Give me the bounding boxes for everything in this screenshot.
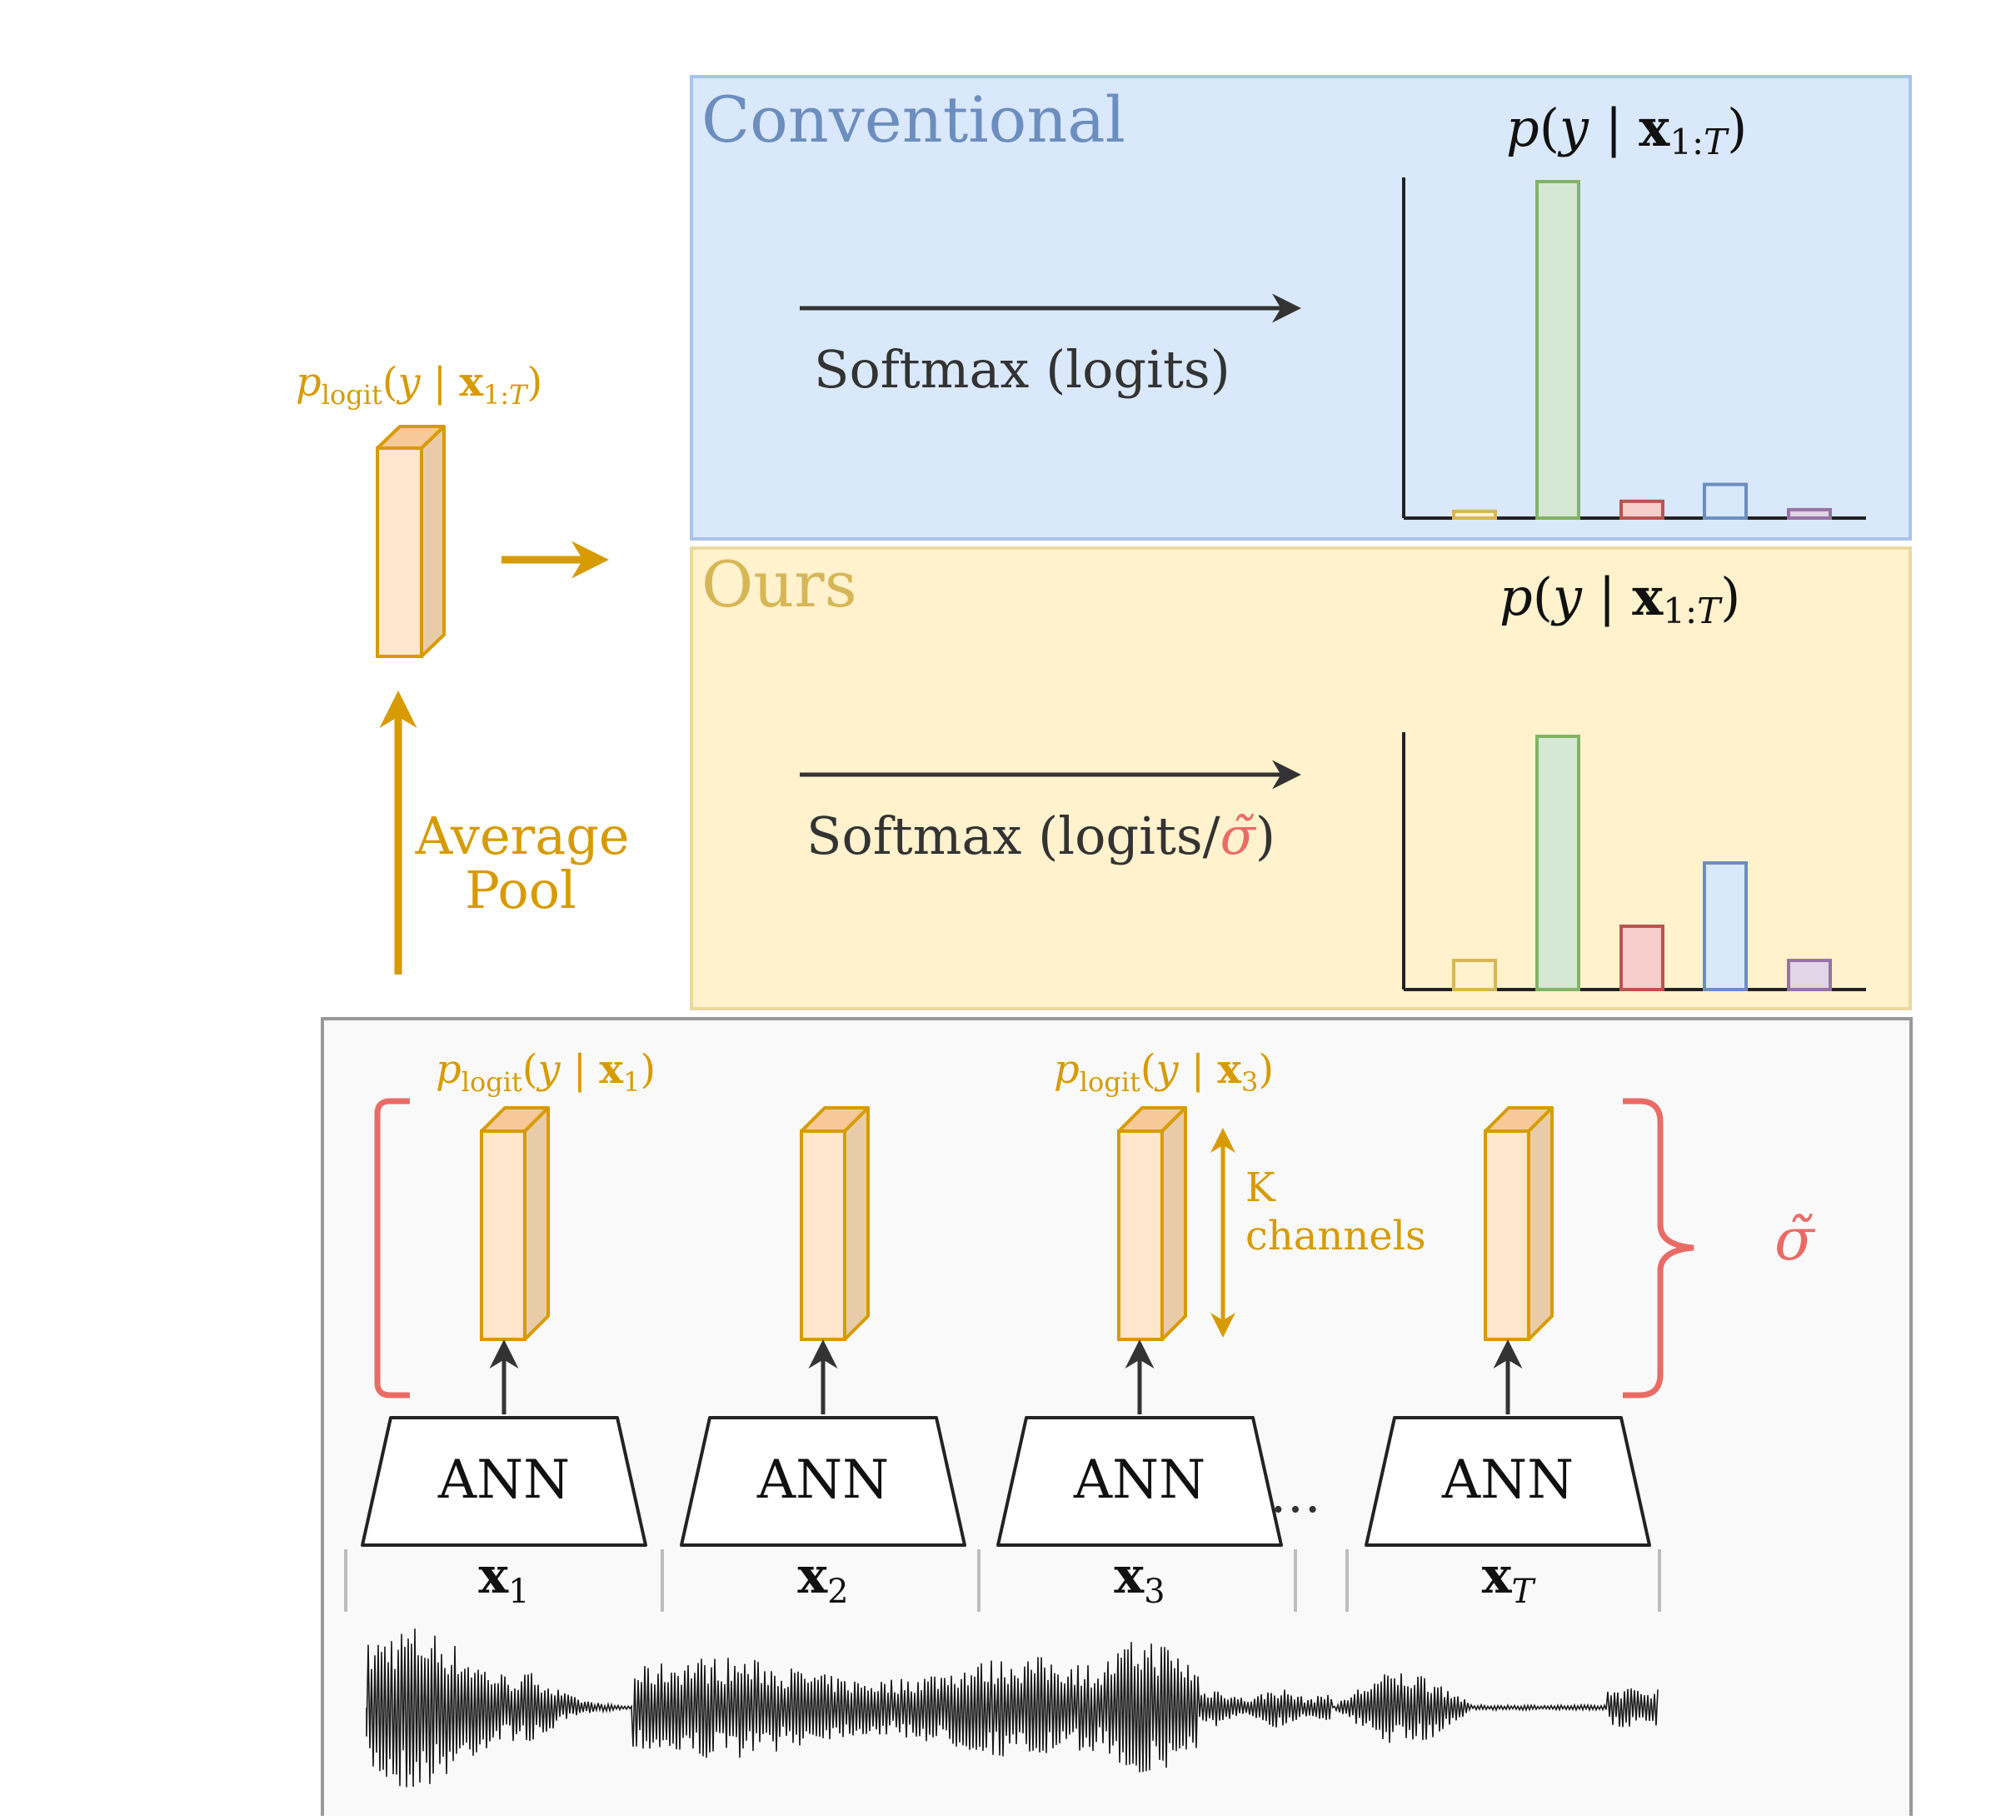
pooled-column: plogit(y | x1:T) Average Pool (296, 359, 646, 975)
frame-logit-vector-4 (1484, 1106, 1554, 1341)
sigma-symbol: σ̃ (1774, 1205, 1816, 1274)
frame-logit-vector-3 (1117, 1106, 1187, 1341)
ours-bar-5 (1787, 959, 1832, 992)
conventional-bar-2 (1535, 180, 1580, 520)
ann-label-4: ANN (1441, 1449, 1574, 1511)
input-frame-label-3: x3 (1114, 1547, 1165, 1611)
ann-block-2 (680, 1416, 966, 1547)
frame-logit-vector-1 (480, 1106, 550, 1341)
conventional-bar-1 (1452, 509, 1497, 520)
ann-label-2: ANN (756, 1449, 889, 1511)
ann-block-1 (361, 1416, 647, 1547)
frame-column-3: ANN x3 (996, 1106, 1283, 1611)
ours-title: Ours (701, 547, 857, 621)
conventional-prob-label: p(y | x1:T) (1506, 97, 1747, 162)
pooled-logit-label: plogit(y | x1:T) (296, 359, 542, 411)
frame-column-1: ANN x1 (361, 1106, 647, 1611)
ours-bar-2 (1535, 735, 1580, 991)
k-channels-label: K channels (1245, 1164, 1426, 1259)
frame-column-4: ANN xT (1365, 1106, 1651, 1611)
conventional-bar-chart (1402, 177, 1866, 521)
conventional-bar-3 (1619, 499, 1664, 520)
frame-logit-vector-2 (800, 1106, 870, 1341)
ann-block-4 (1365, 1416, 1651, 1547)
ann-block-3 (996, 1416, 1283, 1547)
audio-waveform-icon (366, 1628, 1659, 1788)
frame1-logit-label: plogit(y | x1) (436, 1046, 656, 1098)
frame3-logit-label: plogit(y | x3) (1054, 1046, 1274, 1098)
conventional-bar-5 (1787, 507, 1832, 521)
ours-transform-label: Softmax (logits/σ̃) (806, 805, 1275, 866)
sigma-left-bracket (374, 1098, 410, 1399)
frame-columns: ANN x1 ANN x2 ANN x3 ANN xT (361, 1106, 1651, 1611)
frames-panel: plogit(y | x1) plogit(y | x3) σ̃ K chann… (321, 1017, 1913, 1820)
segment-separators (344, 1549, 1661, 1612)
ours-prob-label: p(y | x1:T) (1500, 566, 1740, 631)
ours-panel: Ours p(y | x1:T) Softmax (logits/σ̃) (690, 546, 1912, 1010)
conventional-panel: Conventional p(y | x1:T) Softmax (logits… (690, 75, 1912, 541)
input-frame-label-2: x2 (797, 1547, 848, 1611)
conventional-bar-4 (1703, 482, 1748, 520)
pooled-logit-vector (376, 425, 446, 658)
average-pool-label: Average Pool (415, 805, 646, 920)
ours-bar-4 (1703, 861, 1748, 991)
input-frame-label-4: xT (1482, 1547, 1537, 1611)
sigma-right-brace (1623, 1098, 1694, 1399)
ann-label-3: ANN (1073, 1449, 1205, 1511)
ours-bar-3 (1619, 925, 1664, 991)
ours-bar-1 (1452, 959, 1497, 992)
ours-bar-chart (1402, 732, 1866, 992)
ann-label-1: ANN (437, 1449, 570, 1511)
conventional-title: Conventional (701, 82, 1125, 157)
input-frame-label-1: x1 (478, 1547, 529, 1611)
frame-column-2: ANN x2 (680, 1106, 966, 1611)
ellipsis: … (1270, 1463, 1321, 1524)
conventional-transform-label: Softmax (logits) (814, 339, 1230, 400)
